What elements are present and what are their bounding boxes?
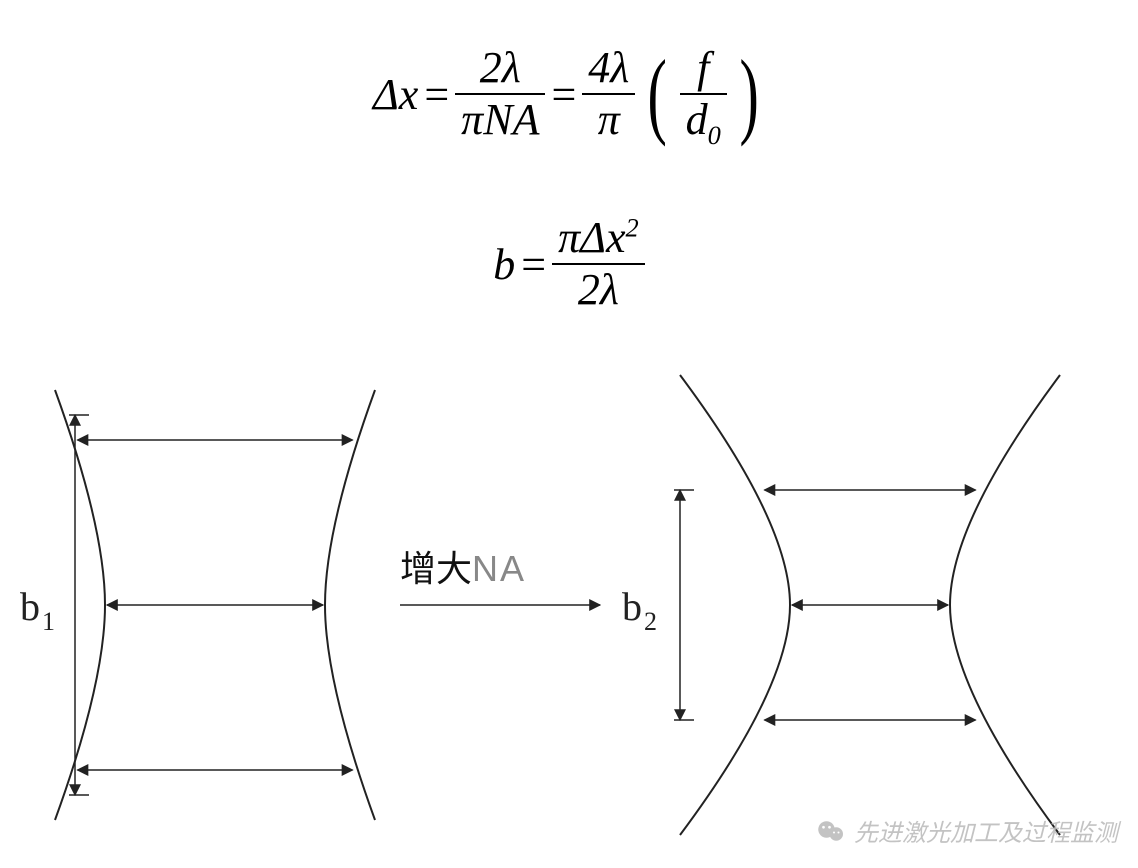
equals-sign: = (521, 239, 546, 290)
eq1-frac1: 2λ πNA (455, 45, 545, 143)
eq1-frac2: 4λ π (582, 45, 635, 143)
svg-text:1: 1 (42, 607, 55, 636)
left-paren-icon: ( (648, 55, 667, 132)
eq1-paren-frac: f d0 (680, 45, 727, 143)
svg-text:b: b (622, 584, 642, 629)
eq1-lhs: Δx (373, 69, 418, 120)
formula-spot-size: Δx = 2λ πNA = 4λ π ( f d0 ) (0, 45, 1138, 143)
eq2-lhs: b (493, 239, 515, 290)
eq2-frac: πΔx2 2λ (552, 215, 645, 313)
formula-dof: b = πΔx2 2λ (0, 215, 1138, 313)
svg-text:b: b (20, 584, 40, 629)
equals-sign: = (424, 69, 449, 120)
wechat-icon (816, 816, 846, 846)
beam-waist-diagram: b1b2 增大NA (0, 360, 1138, 860)
watermark: 先进激光加工及过程监测 (816, 813, 1118, 848)
increase-na-label: 增大NA (400, 540, 526, 592)
watermark-text: 先进激光加工及过程监测 (854, 813, 1118, 848)
svg-text:2: 2 (644, 607, 657, 636)
right-paren-icon: ) (739, 55, 758, 132)
diagram-svg: b1b2 (0, 360, 1138, 860)
equals-sign: = (551, 69, 576, 120)
